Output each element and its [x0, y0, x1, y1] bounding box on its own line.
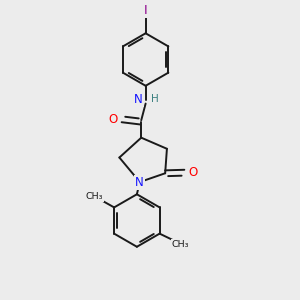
Text: N: N — [135, 176, 144, 189]
Text: H: H — [152, 94, 159, 104]
Text: CH₃: CH₃ — [85, 192, 103, 201]
Text: N: N — [134, 93, 143, 106]
Text: O: O — [109, 112, 118, 125]
Text: I: I — [144, 4, 147, 17]
Text: CH₃: CH₃ — [171, 240, 189, 249]
Text: O: O — [188, 166, 198, 179]
